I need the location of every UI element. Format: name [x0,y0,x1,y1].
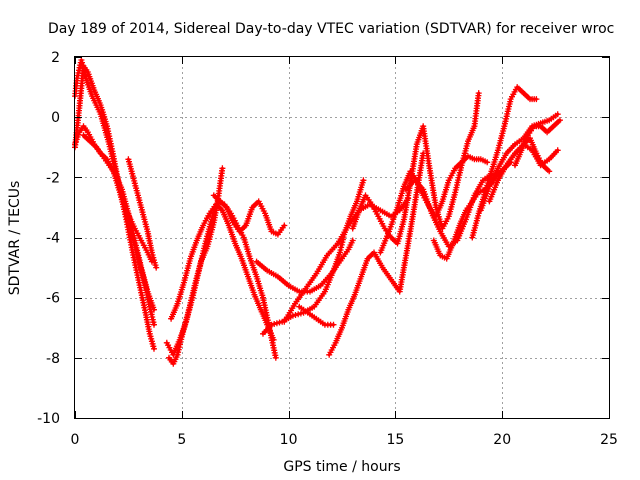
series-track-8 [163,198,279,361]
series-track-19 [469,84,540,241]
series-markers [520,135,553,175]
series-track-4 [80,132,157,313]
plot-frame [74,56,610,419]
series-track-1 [72,63,157,352]
y-tick-label: -10 [37,411,60,427]
series-markers [125,156,160,271]
series-track-22 [512,117,563,169]
series-trace [255,239,355,294]
y-tick-label: 2 [51,50,60,66]
y-tick-label: 0 [51,110,60,126]
y-tick-label: -8 [46,351,60,367]
x-tick-label: 10 [280,432,298,448]
x-axis-label: GPS time / hours [283,459,400,475]
x-tick-label: 15 [386,432,404,448]
series-track-5 [125,156,160,271]
y-tick-label: -6 [46,291,60,307]
series-markers [296,303,337,328]
y-axis-label: SDTVAR / TECUs [7,181,23,296]
series-markers [80,132,157,313]
series-track-9 [210,192,288,238]
series-track-7 [168,201,277,343]
y-tick-label: -2 [46,170,60,186]
x-tick-label: 20 [493,432,511,448]
x-tick-label: 5 [177,432,186,448]
axis-ticks [75,57,610,419]
series-markers [260,177,367,337]
data-points [72,57,563,367]
series-track-3 [72,57,155,265]
x-tick-label: 25 [600,432,618,448]
chart-title: Day 189 of 2014, Sidereal Day-to-day VTE… [48,21,614,37]
series-markers [163,198,279,361]
series-track-23 [520,135,553,175]
series-markers [210,192,288,238]
axis-tick-labels: 0 5 10 15 20 25 -10 -8 -6 -4 -2 0 2 [37,50,618,448]
series-markers [72,57,155,265]
series-markers [469,84,540,241]
series-track-13 [296,303,337,328]
series-track-11 [260,177,367,337]
x-tick-label: 0 [71,432,80,448]
series-markers [72,63,157,352]
y-tick-label: -4 [46,231,60,247]
